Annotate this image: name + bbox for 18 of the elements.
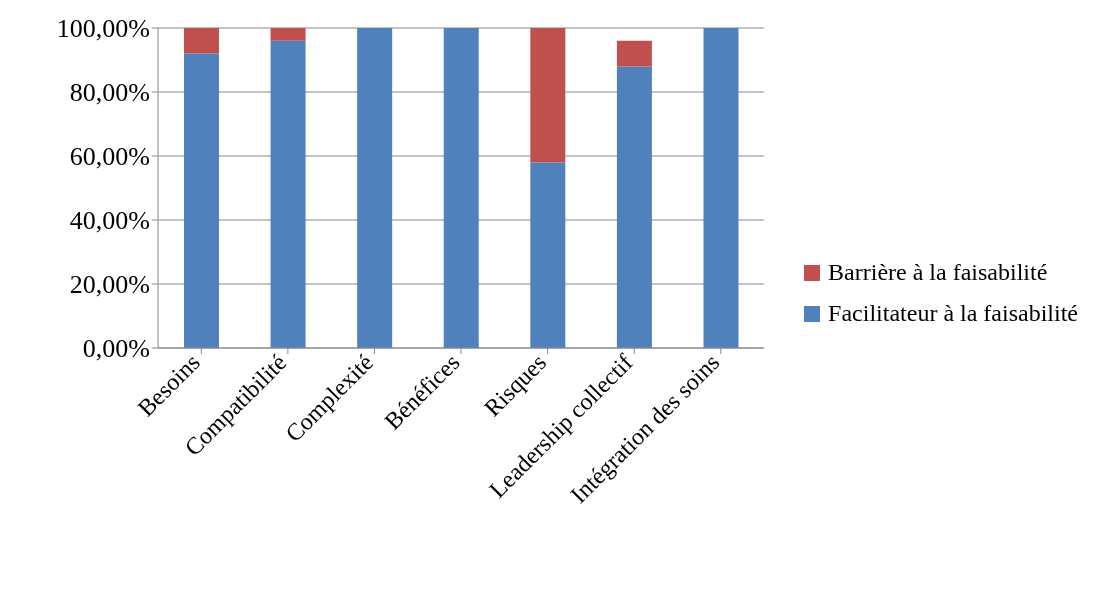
bar	[703, 28, 739, 348]
y-tick-label: 40,00%	[69, 206, 150, 236]
y-tick-label: 20,00%	[69, 270, 150, 300]
bar	[616, 66, 652, 348]
bar	[357, 28, 393, 348]
bar	[270, 40, 306, 348]
bar	[530, 28, 566, 163]
y-tick-label: 60,00%	[69, 142, 150, 172]
y-tick-label: 80,00%	[69, 78, 150, 108]
y-tick-label: 100,00%	[56, 14, 150, 44]
bar	[443, 28, 479, 348]
bar	[616, 40, 652, 67]
legend-label: Barrière à la faisabilité	[828, 259, 1048, 286]
bar	[530, 162, 566, 348]
bar	[183, 28, 219, 54]
bar	[270, 28, 306, 41]
bar	[183, 53, 219, 348]
legend-label: Facilitateur à la faisabilité	[828, 300, 1078, 327]
